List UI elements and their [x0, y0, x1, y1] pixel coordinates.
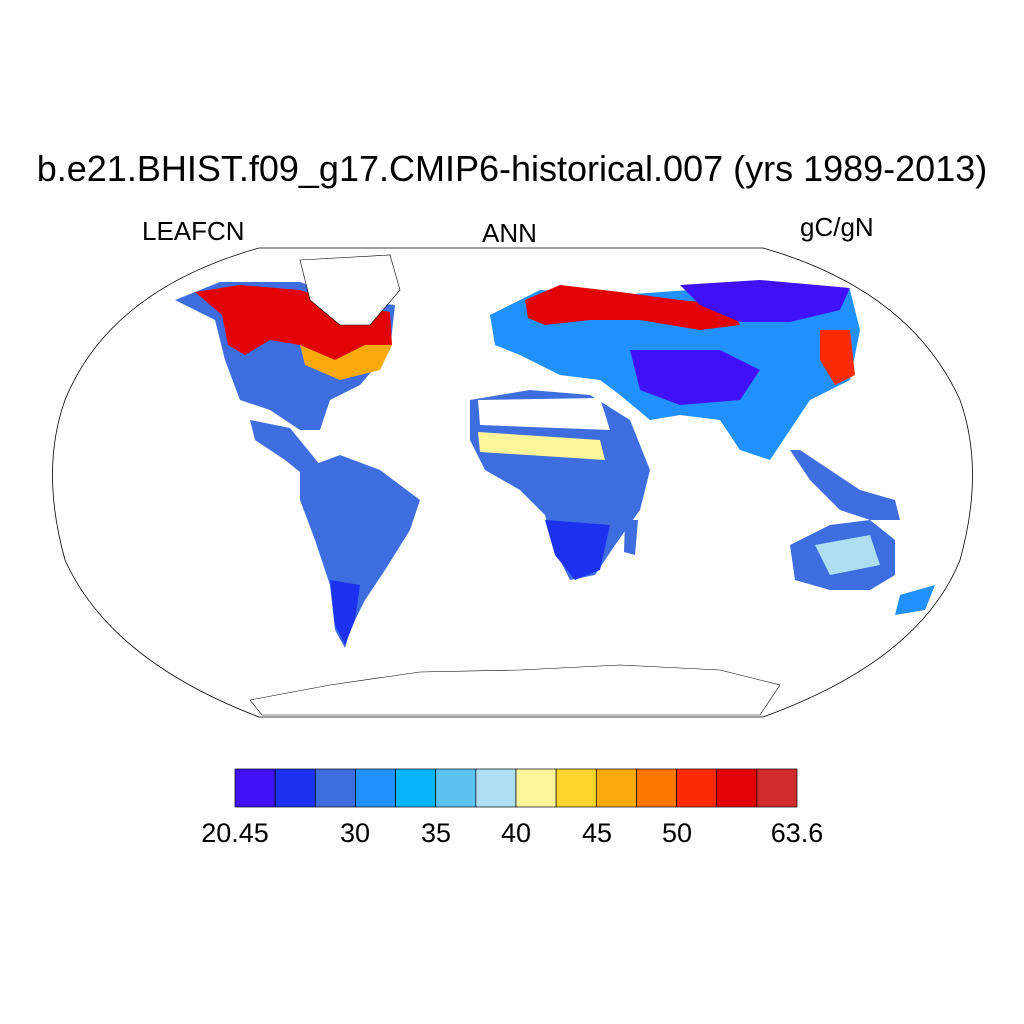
colorbar-tick-label: 30 [339, 818, 371, 848]
colorbar-box [756, 768, 798, 808]
canada-band-region [300, 345, 392, 380]
colorbar-box [595, 768, 637, 808]
new-zealand-region [895, 585, 935, 615]
colorbar-tick-label: 50 [661, 818, 693, 848]
colorbar-box [676, 768, 718, 808]
colorbar-box [234, 768, 276, 808]
madagascar-region [624, 520, 638, 555]
south-america-region [300, 455, 420, 648]
units-label: gC/gN [800, 212, 874, 242]
colorbar-box [314, 768, 356, 808]
colorbar-box [475, 768, 517, 808]
colorbar-tick-label: 20.45 [201, 818, 269, 848]
boreal-north-america-region [195, 285, 392, 360]
colorbar-box [716, 768, 758, 808]
map-title: b.e21.BHIST.f09_g17.CMIP6-historical.007… [36, 148, 988, 189]
colorbar-tick-label: 40 [500, 818, 532, 848]
map-boundary [52, 247, 973, 718]
sahara-region [478, 398, 610, 430]
colorbar-box [636, 768, 677, 808]
antarctica-outline [249, 664, 781, 716]
southern-africa-region [545, 520, 610, 580]
season-label: ANN [482, 218, 537, 248]
sahel-region [478, 432, 605, 460]
colorbar-tick-label: 35 [420, 818, 452, 848]
colorbar-box [395, 768, 437, 808]
colorbar-box [555, 768, 597, 808]
greenland-outline [299, 254, 401, 326]
central-asia-region [630, 350, 760, 405]
colorbar-box [355, 768, 396, 808]
variable-label: LEAFCN [142, 216, 245, 246]
colorbar-box [274, 768, 316, 808]
colorbar-tick-label: 63.6 [770, 818, 824, 848]
northern-europe-region [525, 285, 740, 330]
east-asia-band-region [820, 330, 855, 385]
central-australia-region [815, 535, 880, 575]
patagonia-region [330, 580, 360, 645]
colorbar-box [515, 768, 557, 808]
central-america-region [250, 420, 330, 480]
eastern-siberia-region [680, 280, 850, 322]
colorbar-box [435, 768, 477, 808]
colorbar-tick-label: 45 [581, 818, 613, 848]
southeast-asia-region [750, 450, 900, 520]
